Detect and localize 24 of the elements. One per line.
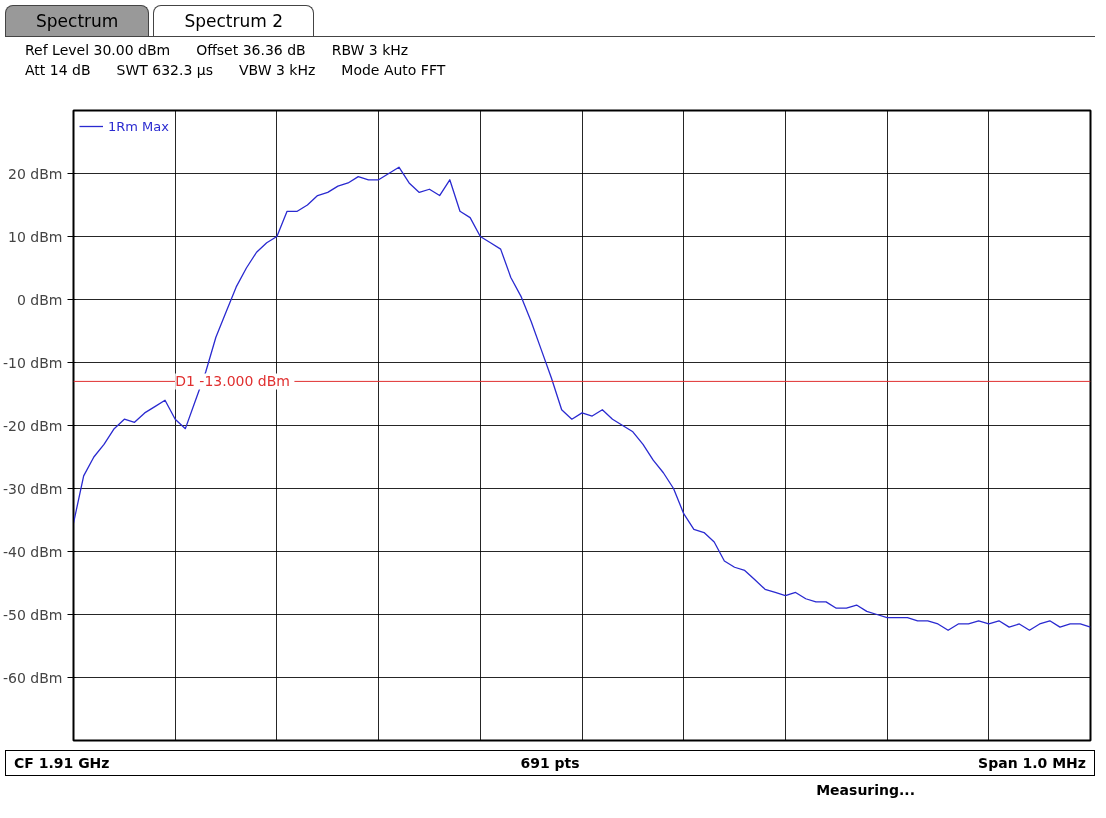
y-tick-label: -20 dBm xyxy=(3,417,63,434)
text: Mode Auto FFT xyxy=(341,61,446,81)
line-series xyxy=(73,166,1091,631)
y-tick-label: -40 dBm xyxy=(3,543,63,560)
text: RBW 3 kHz xyxy=(331,41,409,61)
text: VBW 3 kHz xyxy=(238,61,316,81)
text: Measuring... xyxy=(816,782,915,798)
text: SWT 632.3 µs xyxy=(116,61,213,81)
y-tick-label: 0 dBm xyxy=(17,291,63,308)
text: CF 1.91 GHz xyxy=(14,754,111,773)
text: Span 1.0 MHz xyxy=(977,754,1086,773)
y-tick-label: -10 dBm xyxy=(3,354,63,371)
text: Att 14 dB xyxy=(25,61,91,81)
y-tick-label: 10 dBm xyxy=(8,228,63,245)
text: 691 pts xyxy=(519,754,581,773)
y-tick-label: -60 dBm xyxy=(3,669,63,686)
y-tick-label: -50 dBm xyxy=(3,606,63,623)
text: Ref Level 30.00 dBm xyxy=(25,41,171,61)
legend-label: 1Rm Max xyxy=(108,118,169,134)
text: Spectrum 2 xyxy=(153,5,314,37)
text: Offset 36.36 dB xyxy=(196,41,306,61)
y-tick-label: 20 dBm xyxy=(8,165,63,182)
ref-line-label: D1 -13.000 dBm xyxy=(175,373,290,390)
y-tick-label: -30 dBm xyxy=(3,480,63,497)
